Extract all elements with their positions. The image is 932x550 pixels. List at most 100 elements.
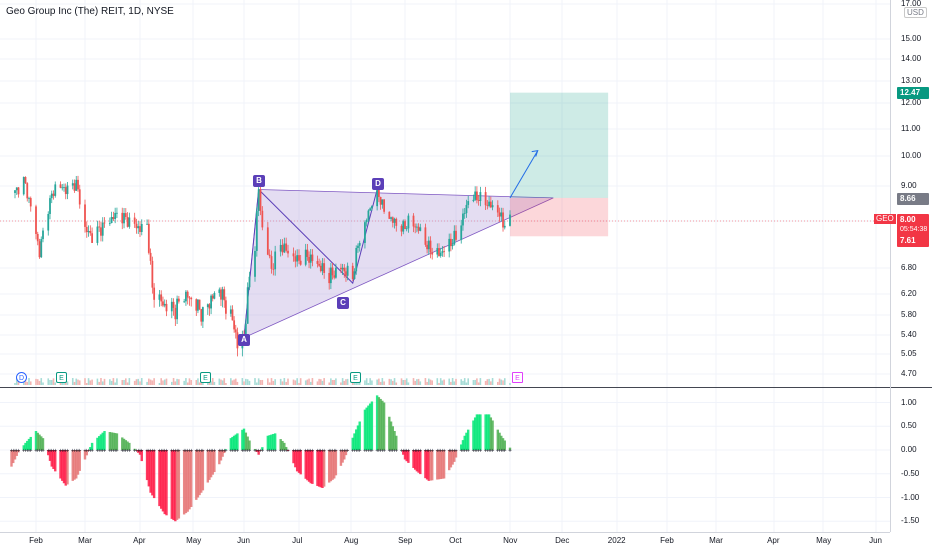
zero-cross-mark: + <box>353 449 357 455</box>
oscillator-bar <box>375 395 379 450</box>
oscillator-bar <box>414 450 417 470</box>
candle-body <box>213 292 216 299</box>
zero-cross-mark: + <box>436 449 440 455</box>
zero-cross-mark: + <box>477 449 481 455</box>
zero-cross-mark: + <box>351 449 355 455</box>
oscillator-bar <box>286 450 290 452</box>
candle-body <box>311 254 314 261</box>
volume-bar <box>340 382 342 385</box>
oscillator-bar <box>234 434 237 450</box>
zero-cross-mark: + <box>334 449 338 455</box>
zero-cross-mark: + <box>412 449 416 455</box>
time-tick-label: Mar <box>709 536 723 545</box>
earnings-marker-3[interactable]: E <box>350 372 361 383</box>
candle-body <box>455 230 457 240</box>
volume-bar <box>259 379 262 385</box>
oscillator-bar <box>64 450 67 486</box>
oscillator-bar <box>138 450 142 455</box>
price-tick-label: 5.80 <box>901 310 917 319</box>
zero-cross-mark: + <box>395 449 399 455</box>
earnings-marker-upcoming[interactable]: E <box>512 372 523 383</box>
candle-body <box>287 250 289 254</box>
pattern-point-d[interactable]: D <box>372 178 384 190</box>
candle-body <box>426 244 428 250</box>
candle-body <box>323 263 326 273</box>
zero-cross-mark: + <box>344 449 348 455</box>
time-tick-label: May <box>816 536 832 545</box>
pattern-point-c[interactable]: C <box>337 297 349 309</box>
oscillator-bar <box>379 398 382 450</box>
zero-cross-mark: + <box>466 449 470 455</box>
oscillator-bar <box>405 450 408 462</box>
time-tick-label: Nov <box>503 536 518 545</box>
oscillator-bar <box>486 414 489 450</box>
zero-cross-mark: + <box>110 449 114 455</box>
volume-bar <box>439 378 442 385</box>
oscillator-bar <box>89 447 92 450</box>
volume-bar <box>479 378 482 385</box>
pattern-point-a[interactable]: A <box>238 334 250 346</box>
oscillator-bar <box>66 450 69 485</box>
oscillator-bar <box>137 450 140 453</box>
volume-bar <box>283 378 286 385</box>
candle-body <box>162 301 164 306</box>
zero-cross-mark: + <box>152 449 156 455</box>
candle-body <box>114 212 117 220</box>
oscillator-bar <box>172 450 175 521</box>
candle-body <box>358 242 361 246</box>
volume-bar <box>100 378 102 385</box>
oscillator-bar <box>465 432 468 450</box>
candle-body <box>220 289 222 300</box>
earnings-marker-2[interactable]: E <box>200 372 211 383</box>
volume-bar <box>274 379 276 385</box>
time-tick-label: Sep <box>398 536 413 545</box>
candle-body <box>174 307 177 320</box>
oscillator-bar <box>334 450 338 476</box>
volume-bar <box>502 380 504 385</box>
candle-body <box>479 192 482 201</box>
zero-cross-mark: + <box>174 449 178 455</box>
candle-body <box>443 251 445 253</box>
zero-cross-mark: + <box>370 449 374 455</box>
volume-bar <box>190 379 193 385</box>
oscillator-bar <box>59 450 62 479</box>
candle-body <box>163 303 166 306</box>
volume-bar <box>431 380 433 385</box>
candle-body <box>176 298 178 320</box>
volume-bar <box>311 378 314 385</box>
projection-arrow-head <box>531 149 539 157</box>
oscillator-bar <box>316 450 319 486</box>
candle-body <box>279 244 282 252</box>
oscillator-bar <box>311 450 314 484</box>
oscillator-bar <box>90 442 94 450</box>
candle-body <box>221 289 224 300</box>
oscillator-bar <box>75 450 78 479</box>
oscillator-bar <box>124 440 128 450</box>
zero-cross-mark: + <box>441 449 445 455</box>
dividend-marker[interactable]: D <box>16 372 27 383</box>
stop-price-tag: 7.61 <box>897 235 929 247</box>
oscillator-bar <box>346 450 349 451</box>
zero-cross-mark: + <box>498 449 502 455</box>
candle-body <box>15 187 18 191</box>
zero-cross-mark: + <box>161 449 165 455</box>
candle-body <box>208 304 211 309</box>
oscillator-bar <box>78 450 81 471</box>
pattern-point-b[interactable]: B <box>253 175 265 187</box>
volume-bar <box>211 378 214 385</box>
price-tick-label: 6.20 <box>901 289 917 298</box>
candle-body <box>304 249 307 265</box>
candle-body <box>451 244 454 247</box>
currency-label[interactable]: USD <box>904 7 927 18</box>
volume-bar <box>248 380 251 385</box>
oscillator-bar <box>188 450 191 510</box>
oscillator-bar <box>351 437 354 450</box>
oscillator-bar <box>223 450 226 454</box>
earnings-marker-1[interactable]: E <box>56 372 67 383</box>
candle-body <box>412 215 415 227</box>
oscillator-bar <box>417 450 420 473</box>
zero-cross-mark: + <box>393 449 397 455</box>
volume-bar <box>414 380 416 385</box>
candle-body <box>416 226 418 228</box>
